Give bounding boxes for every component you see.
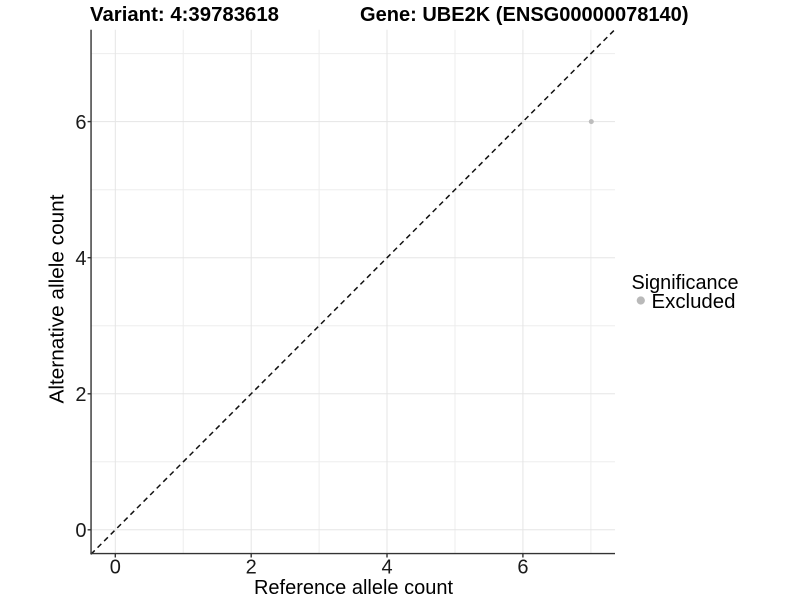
svg-text:4: 4 [75, 248, 86, 270]
svg-text:0: 0 [75, 520, 86, 542]
svg-text:6: 6 [517, 557, 528, 579]
svg-text:6: 6 [75, 112, 86, 134]
svg-text:Variant: 4:39783618: Variant: 4:39783618 [90, 4, 279, 26]
svg-text:4: 4 [381, 557, 392, 579]
svg-text:Alternative allele count: Alternative allele count [47, 194, 69, 403]
svg-text:Significance: Significance [632, 272, 739, 294]
svg-text:2: 2 [75, 384, 86, 406]
svg-text:Reference allele count: Reference allele count [254, 577, 453, 599]
svg-text:2: 2 [246, 557, 257, 579]
svg-text:Gene: UBE2K (ENSG00000078140): Gene: UBE2K (ENSG00000078140) [360, 4, 689, 26]
svg-text:Excluded: Excluded [652, 291, 736, 313]
svg-text:0: 0 [110, 557, 121, 579]
